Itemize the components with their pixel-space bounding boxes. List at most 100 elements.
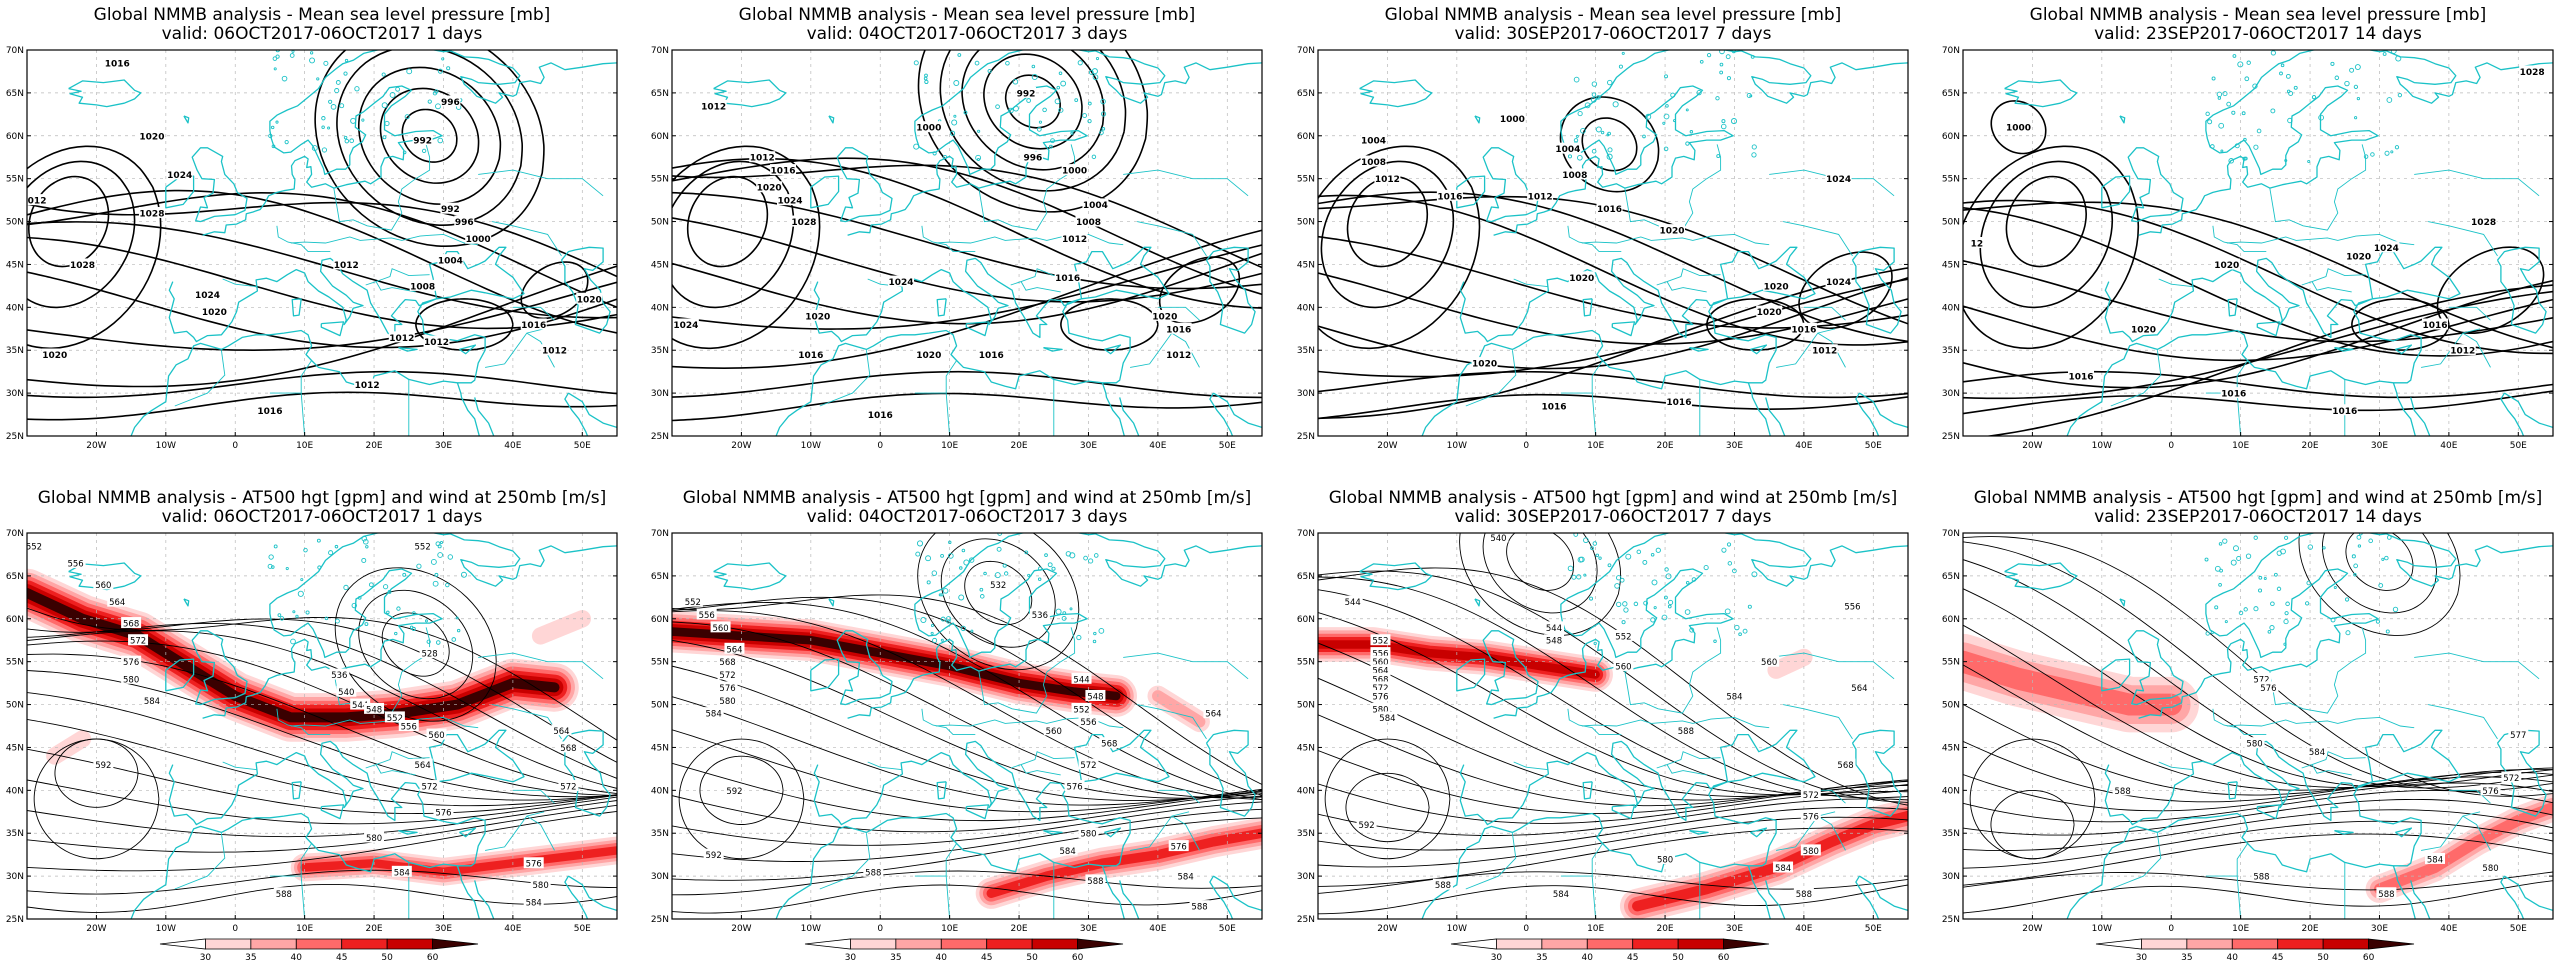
contour-label: 564	[726, 645, 742, 655]
coastline	[456, 382, 481, 436]
lake-or-island	[1667, 599, 1674, 606]
contour-label-bg	[2220, 387, 2247, 399]
border-line	[1123, 169, 1249, 197]
contour-label-bg	[520, 318, 547, 330]
lake-or-island	[1577, 110, 1583, 117]
contour-line	[672, 145, 821, 350]
lake-or-island	[1642, 134, 1646, 139]
lat-tick-label: 65N	[651, 572, 669, 582]
contour-label: 560	[712, 624, 728, 634]
lon-tick-label: 40E	[1149, 441, 1166, 451]
colorbar-tick-label: 40	[291, 953, 303, 960]
lake-or-island	[2220, 149, 2224, 153]
coastline	[965, 804, 990, 820]
lake-or-island	[2284, 159, 2288, 163]
lat-tick-label: 40N	[6, 786, 24, 796]
contour-label: 588	[2378, 890, 2394, 900]
lake-or-island	[2286, 89, 2291, 94]
contour-label: 1024	[1826, 278, 1851, 288]
lat-tick-label: 25N	[1297, 915, 1315, 925]
contour-label-bg	[724, 642, 745, 654]
coastline	[836, 630, 893, 706]
lake-or-island	[1731, 50, 1736, 54]
contour-label: 1028	[791, 218, 816, 228]
map-panel-z500-1: Global NMMB analysis - AT500 hgt [gpm] a…	[651, 488, 1263, 960]
colorbar-segment	[2141, 938, 2188, 950]
lake-or-island	[1665, 573, 1672, 580]
contour-label: 584	[144, 697, 160, 707]
contour-line	[672, 665, 1262, 802]
contour-line	[1963, 260, 2553, 343]
jet-shading	[672, 627, 1121, 701]
lake-or-island	[402, 572, 407, 577]
lake-or-island	[1577, 556, 1584, 563]
contour-label: 1008	[1361, 158, 1386, 168]
lake-or-island	[2285, 73, 2291, 79]
border-line	[300, 360, 312, 394]
contour-line	[358, 589, 474, 700]
lake-or-island	[271, 144, 276, 149]
contour-label-bg	[717, 681, 738, 693]
contour-line	[2298, 533, 2461, 636]
border-line	[2428, 704, 2498, 740]
colorbar-tick-label: 50	[1026, 953, 1038, 960]
lake-or-island	[328, 99, 333, 104]
contour-label-bg	[1568, 271, 1595, 283]
lat-tick-label: 35N	[651, 829, 669, 839]
border-line	[2110, 350, 2162, 407]
panel-title: Global NMMB analysis - Mean sea level pr…	[2030, 5, 2487, 25]
lon-tick-label: 10E	[296, 924, 313, 934]
colorbar-segment	[2231, 938, 2279, 950]
contour-label-bg	[141, 694, 162, 706]
contour-line	[27, 869, 617, 895]
contour-label: 580	[366, 834, 382, 844]
lake-or-island	[1715, 96, 1720, 101]
contour-label: 576	[1171, 843, 1187, 853]
contour-label: 572	[130, 637, 146, 647]
contour-label: 1016	[979, 351, 1004, 361]
lake-or-island	[1026, 98, 1031, 103]
lake-or-island	[946, 619, 951, 624]
contour-label-bg	[703, 848, 724, 860]
contour-label: 1016	[1666, 398, 1691, 408]
lake-or-island	[1091, 154, 1097, 160]
border-line	[2226, 233, 2415, 246]
lake-or-island	[1663, 146, 1669, 152]
lake-or-island	[2226, 101, 2232, 107]
border-line	[945, 843, 957, 877]
lake-or-island	[2258, 575, 2263, 580]
coastline	[2004, 562, 2078, 591]
lake-or-island	[432, 580, 439, 587]
lat-tick-label: 70N	[1297, 46, 1315, 56]
lon-tick-label: 30E	[2371, 441, 2388, 451]
coastline	[1582, 781, 1593, 800]
colorbar-tick-label: 35	[2181, 953, 2192, 960]
coastline	[2256, 804, 2281, 820]
colorbar-segment	[341, 938, 388, 950]
lake-or-island	[2253, 535, 2258, 540]
lake-or-island	[1706, 52, 1712, 58]
lake-or-island	[996, 546, 1002, 552]
lake-or-island	[447, 554, 454, 560]
lake-or-island	[1703, 565, 1709, 571]
lake-or-island	[357, 596, 362, 600]
coastline	[2395, 344, 2413, 355]
lake-or-island	[961, 548, 966, 553]
wind-colorbar: 30 35 40 45 50 60	[1450, 938, 1770, 960]
lat-tick-label: 35N	[1942, 346, 1960, 356]
lake-or-island	[437, 552, 444, 558]
contour-label: 584	[706, 710, 722, 720]
coastline	[2127, 630, 2184, 706]
lat-tick-label: 50N	[1942, 701, 1960, 711]
lat-tick-label: 70N	[1942, 529, 1960, 539]
border-line	[1656, 751, 1721, 769]
contour-label-bg	[867, 408, 894, 420]
contour-label-bg	[1022, 151, 1043, 163]
lake-or-island	[1591, 148, 1597, 154]
contour-label-bg	[1842, 599, 1863, 611]
contour-label-bg	[1082, 198, 1109, 210]
lat-tick-label: 50N	[651, 218, 669, 228]
contour-label: 556	[1080, 718, 1096, 728]
contour-label-bg	[558, 741, 579, 753]
border-line	[1157, 306, 1200, 321]
